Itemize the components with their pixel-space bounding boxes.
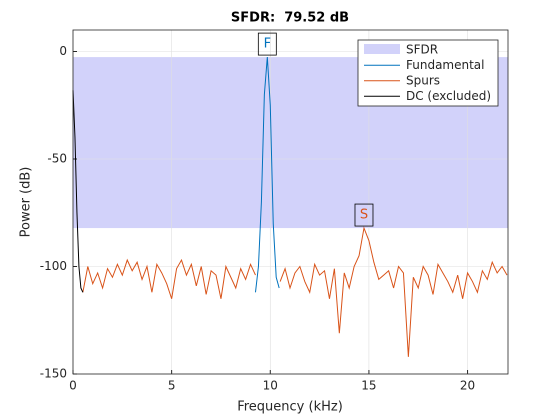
series-line [72, 90, 84, 293]
x-tick-label: 0 [69, 379, 77, 393]
y-tick-label: -150 [40, 367, 67, 381]
annotation-label: F [264, 37, 271, 52]
axes-box [72, 29, 509, 375]
legend-label: Spurs [406, 73, 440, 87]
legend-label: Fundamental [406, 58, 485, 72]
chart-title: SFDR: 79.52 dB [231, 11, 349, 26]
x-axis-label: Frequency (kHz) [237, 400, 343, 415]
y-axis-label: Power (dB) [19, 167, 34, 238]
y-tick-label: -50 [47, 152, 67, 166]
legend-label: SFDR [406, 42, 438, 56]
y-tick-label: -100 [40, 259, 67, 273]
annotation-box [257, 32, 277, 56]
x-tick-label: 10 [263, 379, 278, 393]
x-tick-label: 20 [460, 379, 475, 393]
legend-label: DC (excluded) [406, 89, 491, 103]
y-tick-label: 0 [59, 44, 67, 58]
x-tick-label: 5 [168, 379, 176, 393]
x-tick-label: 15 [361, 379, 376, 393]
annotation-label: S [360, 208, 368, 223]
series-line [254, 57, 280, 293]
series-line [82, 226, 508, 357]
annotation-box [354, 203, 374, 227]
legend-swatch [364, 44, 400, 54]
